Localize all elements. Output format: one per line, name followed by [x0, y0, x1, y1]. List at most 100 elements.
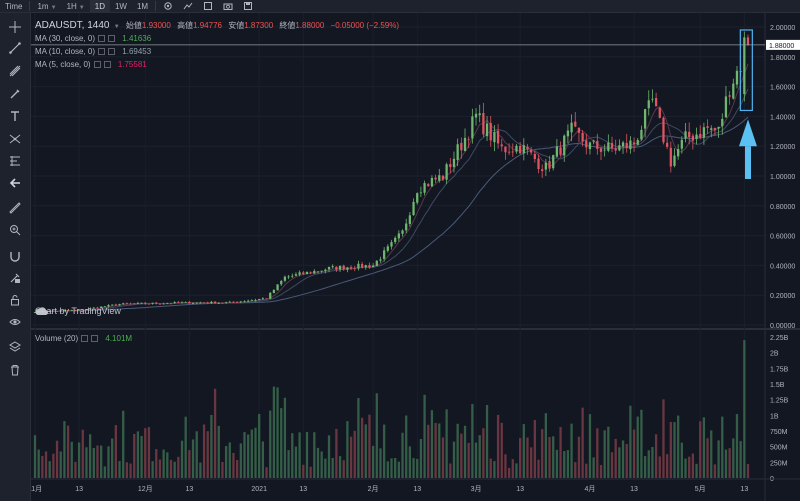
- save-icon[interactable]: [243, 1, 253, 11]
- camera-icon[interactable]: [223, 1, 233, 11]
- fullscreen-icon[interactable]: [203, 1, 213, 11]
- volume-bar: [232, 452, 235, 478]
- volume-bar: [541, 429, 544, 478]
- ma5-legend[interactable]: MA (5, close, 0) 1.75581: [35, 59, 147, 70]
- volume-bar: [158, 459, 162, 478]
- crosshair-icon[interactable]: [8, 20, 22, 34]
- volume-bar: [302, 464, 305, 478]
- lock-drawing-icon[interactable]: [8, 271, 22, 285]
- candle-body: [438, 175, 441, 181]
- candle-body: [188, 301, 191, 304]
- ma10-name: MA (10, close, 0): [35, 47, 96, 56]
- volume-bar: [423, 394, 426, 478]
- volume-bar: [735, 414, 739, 478]
- volume-bar: [77, 442, 81, 478]
- candle-body: [688, 131, 691, 138]
- candle-body: [184, 301, 187, 303]
- candle-body: [673, 155, 676, 166]
- chart-area[interactable]: 2.00000 1.80000 1.60000 1.40000 1.20000 1.000…: [31, 13, 800, 501]
- candle-body: [566, 130, 570, 137]
- trash-icon[interactable]: [8, 363, 22, 377]
- interval-1m-button[interactable]: 1m ▼: [32, 0, 61, 13]
- candle-body: [717, 126, 720, 129]
- candle-body: [96, 307, 99, 309]
- volume-bar: [427, 424, 430, 478]
- candle-body: [202, 302, 206, 304]
- lock-icon[interactable]: [8, 293, 22, 307]
- candle-body: [59, 310, 62, 312]
- symbol-label[interactable]: ADAUSDT, 1440: [35, 20, 110, 31]
- brush-icon[interactable]: [8, 87, 22, 101]
- close-icon[interactable]: [91, 335, 99, 342]
- volume-bar: [419, 438, 423, 478]
- candle-body: [735, 70, 739, 85]
- volume-value: 4.101M: [105, 334, 133, 343]
- volume-tick-label: 1B: [770, 413, 779, 420]
- candle-body: [155, 302, 158, 304]
- candle-body: [316, 271, 320, 273]
- volume-bar: [239, 443, 242, 478]
- text-icon[interactable]: [8, 109, 22, 123]
- visibility-icon[interactable]: [98, 35, 106, 42]
- candle-body: [70, 310, 73, 311]
- back-arrow-icon[interactable]: [8, 176, 22, 190]
- ma30-legend[interactable]: MA (30, close, 0) 1.41636: [35, 33, 151, 44]
- settings-icon[interactable]: [163, 1, 173, 11]
- time-tick-label: 5月: [695, 485, 706, 493]
- ma5-value: 1.75581: [117, 60, 147, 69]
- magnet-icon[interactable]: [8, 249, 22, 263]
- chevron-down-icon[interactable]: ▼: [113, 24, 120, 30]
- volume-bar: [133, 433, 136, 478]
- candle-body: [48, 310, 51, 312]
- layers-icon[interactable]: [8, 340, 22, 354]
- close-icon[interactable]: [103, 61, 111, 68]
- interval-1d-button[interactable]: 1D: [89, 0, 110, 13]
- interval-1w-button[interactable]: 1W: [114, 1, 127, 11]
- volume-bar: [610, 452, 614, 478]
- volume-bar: [654, 434, 658, 478]
- tradingview-watermark[interactable]: Chart by TradingView: [35, 306, 121, 316]
- volume-bar: [456, 423, 459, 478]
- measure-icon[interactable]: [8, 154, 22, 168]
- toolbar-divider: [155, 1, 157, 11]
- visibility-icon[interactable]: [98, 48, 106, 55]
- candle-body: [423, 183, 426, 193]
- close-icon[interactable]: [108, 48, 116, 55]
- visibility-icon[interactable]: [81, 335, 89, 342]
- indicators-icon[interactable]: [183, 1, 193, 11]
- candle-body: [283, 276, 287, 281]
- volume-bar: [100, 445, 103, 478]
- zoom-icon[interactable]: [8, 223, 22, 237]
- pattern-icon[interactable]: [8, 132, 22, 146]
- volume-bar: [202, 424, 206, 478]
- volume-name: Volume (20): [35, 334, 79, 343]
- open-value: 1.93000: [141, 21, 171, 30]
- candlestick-chart[interactable]: 2.00000 1.80000 1.60000 1.40000 1.20000 1.000…: [31, 13, 800, 501]
- volume-bar: [140, 436, 143, 478]
- candle-body: [133, 303, 136, 305]
- pitchfork-icon[interactable]: [8, 64, 22, 78]
- candle-body: [658, 107, 661, 118]
- volume-legend[interactable]: Volume (20) 4.101M: [35, 333, 132, 344]
- volume-bar: [493, 461, 496, 478]
- volume-bar: [151, 461, 154, 478]
- visibility-icon[interactable]: [93, 61, 101, 68]
- candle-body: [247, 300, 250, 302]
- time-label[interactable]: Time: [5, 1, 23, 11]
- ruler-icon[interactable]: [8, 201, 22, 215]
- interval-1h-button[interactable]: 1H ▼: [62, 0, 90, 13]
- volume-bar: [118, 461, 121, 478]
- candle-body: [625, 143, 628, 148]
- volume-bar: [37, 449, 40, 478]
- volume-bar: [166, 452, 169, 478]
- close-icon[interactable]: [108, 35, 116, 42]
- ma10-legend[interactable]: MA (10, close, 0) 1.69453: [35, 46, 151, 57]
- candle-body: [427, 184, 430, 187]
- price-tick-label: 1.60000: [770, 85, 795, 92]
- trend-line-icon[interactable]: [8, 41, 22, 55]
- eye-icon[interactable]: [8, 315, 22, 329]
- volume-bar: [213, 388, 217, 478]
- candle-body: [621, 142, 625, 147]
- candle-body: [496, 130, 500, 144]
- interval-1mo-button[interactable]: 1M: [136, 1, 149, 11]
